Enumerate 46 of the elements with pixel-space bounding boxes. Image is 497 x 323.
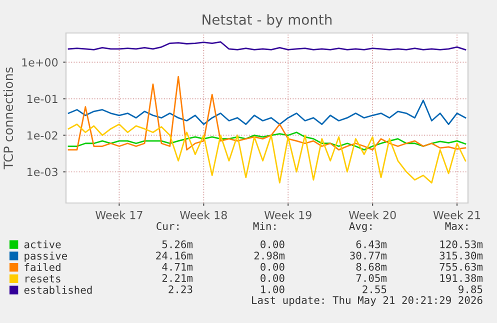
text: 0.00 bbox=[260, 262, 284, 271]
text: Avg: bbox=[349, 222, 372, 232]
legend-label: resets bbox=[26, 275, 60, 282]
text: 0.00 bbox=[260, 240, 284, 248]
legend-label: passive bbox=[24, 252, 68, 262]
line-series bbox=[68, 76, 466, 151]
text: 2.23 bbox=[168, 285, 192, 294]
line-series bbox=[68, 124, 466, 184]
line-series bbox=[68, 41, 466, 50]
text: 4.71m bbox=[162, 263, 193, 271]
text: 191.38m bbox=[440, 274, 483, 282]
y-axis-title: TCP connections bbox=[3, 67, 14, 170]
x-tick-label: Week 17 bbox=[96, 210, 142, 220]
y-tick-label: 1e-03 bbox=[28, 168, 58, 176]
legend-label: active bbox=[24, 240, 61, 248]
x-tick-label: Week 20 bbox=[348, 210, 396, 220]
text: 5.26m bbox=[162, 240, 193, 248]
chart-title: Netstat - by month bbox=[202, 14, 332, 28]
text: 2.55 bbox=[362, 285, 386, 294]
text: 2.21m bbox=[162, 274, 193, 282]
text: 7.05m bbox=[356, 274, 387, 282]
text: Cur: bbox=[156, 222, 178, 230]
text: 755.63m bbox=[440, 262, 483, 271]
text: 9.85 bbox=[458, 285, 482, 294]
text: 0.00 bbox=[260, 274, 284, 282]
text: 6.43m bbox=[356, 240, 387, 248]
legend-label: established bbox=[24, 286, 92, 294]
text: 315.30m bbox=[440, 252, 483, 260]
y-tick-label: 1e+00 bbox=[22, 58, 58, 67]
text: Last update: Thu May 21 20:21:29 2026 bbox=[252, 296, 482, 306]
text: 1.00 bbox=[261, 285, 284, 294]
x-tick-label: Week 18 bbox=[180, 210, 227, 220]
text: Min: bbox=[253, 222, 276, 230]
x-tick-label: Week 21 bbox=[433, 210, 480, 220]
line-series bbox=[68, 100, 466, 125]
text: 120.53m bbox=[440, 240, 483, 248]
y-tick-label: 1e-01 bbox=[28, 94, 58, 104]
x-tick-label: Week 19 bbox=[264, 210, 312, 220]
text: 8.68m bbox=[356, 262, 387, 271]
line-series bbox=[68, 132, 466, 151]
y-tick-label: 1e-02 bbox=[28, 131, 58, 140]
text: 2.98m bbox=[254, 252, 285, 260]
text: Max: bbox=[445, 222, 468, 230]
legend-label: failed bbox=[24, 262, 60, 272]
text: 24.16m bbox=[156, 252, 193, 260]
text: 30.77m bbox=[350, 252, 387, 260]
